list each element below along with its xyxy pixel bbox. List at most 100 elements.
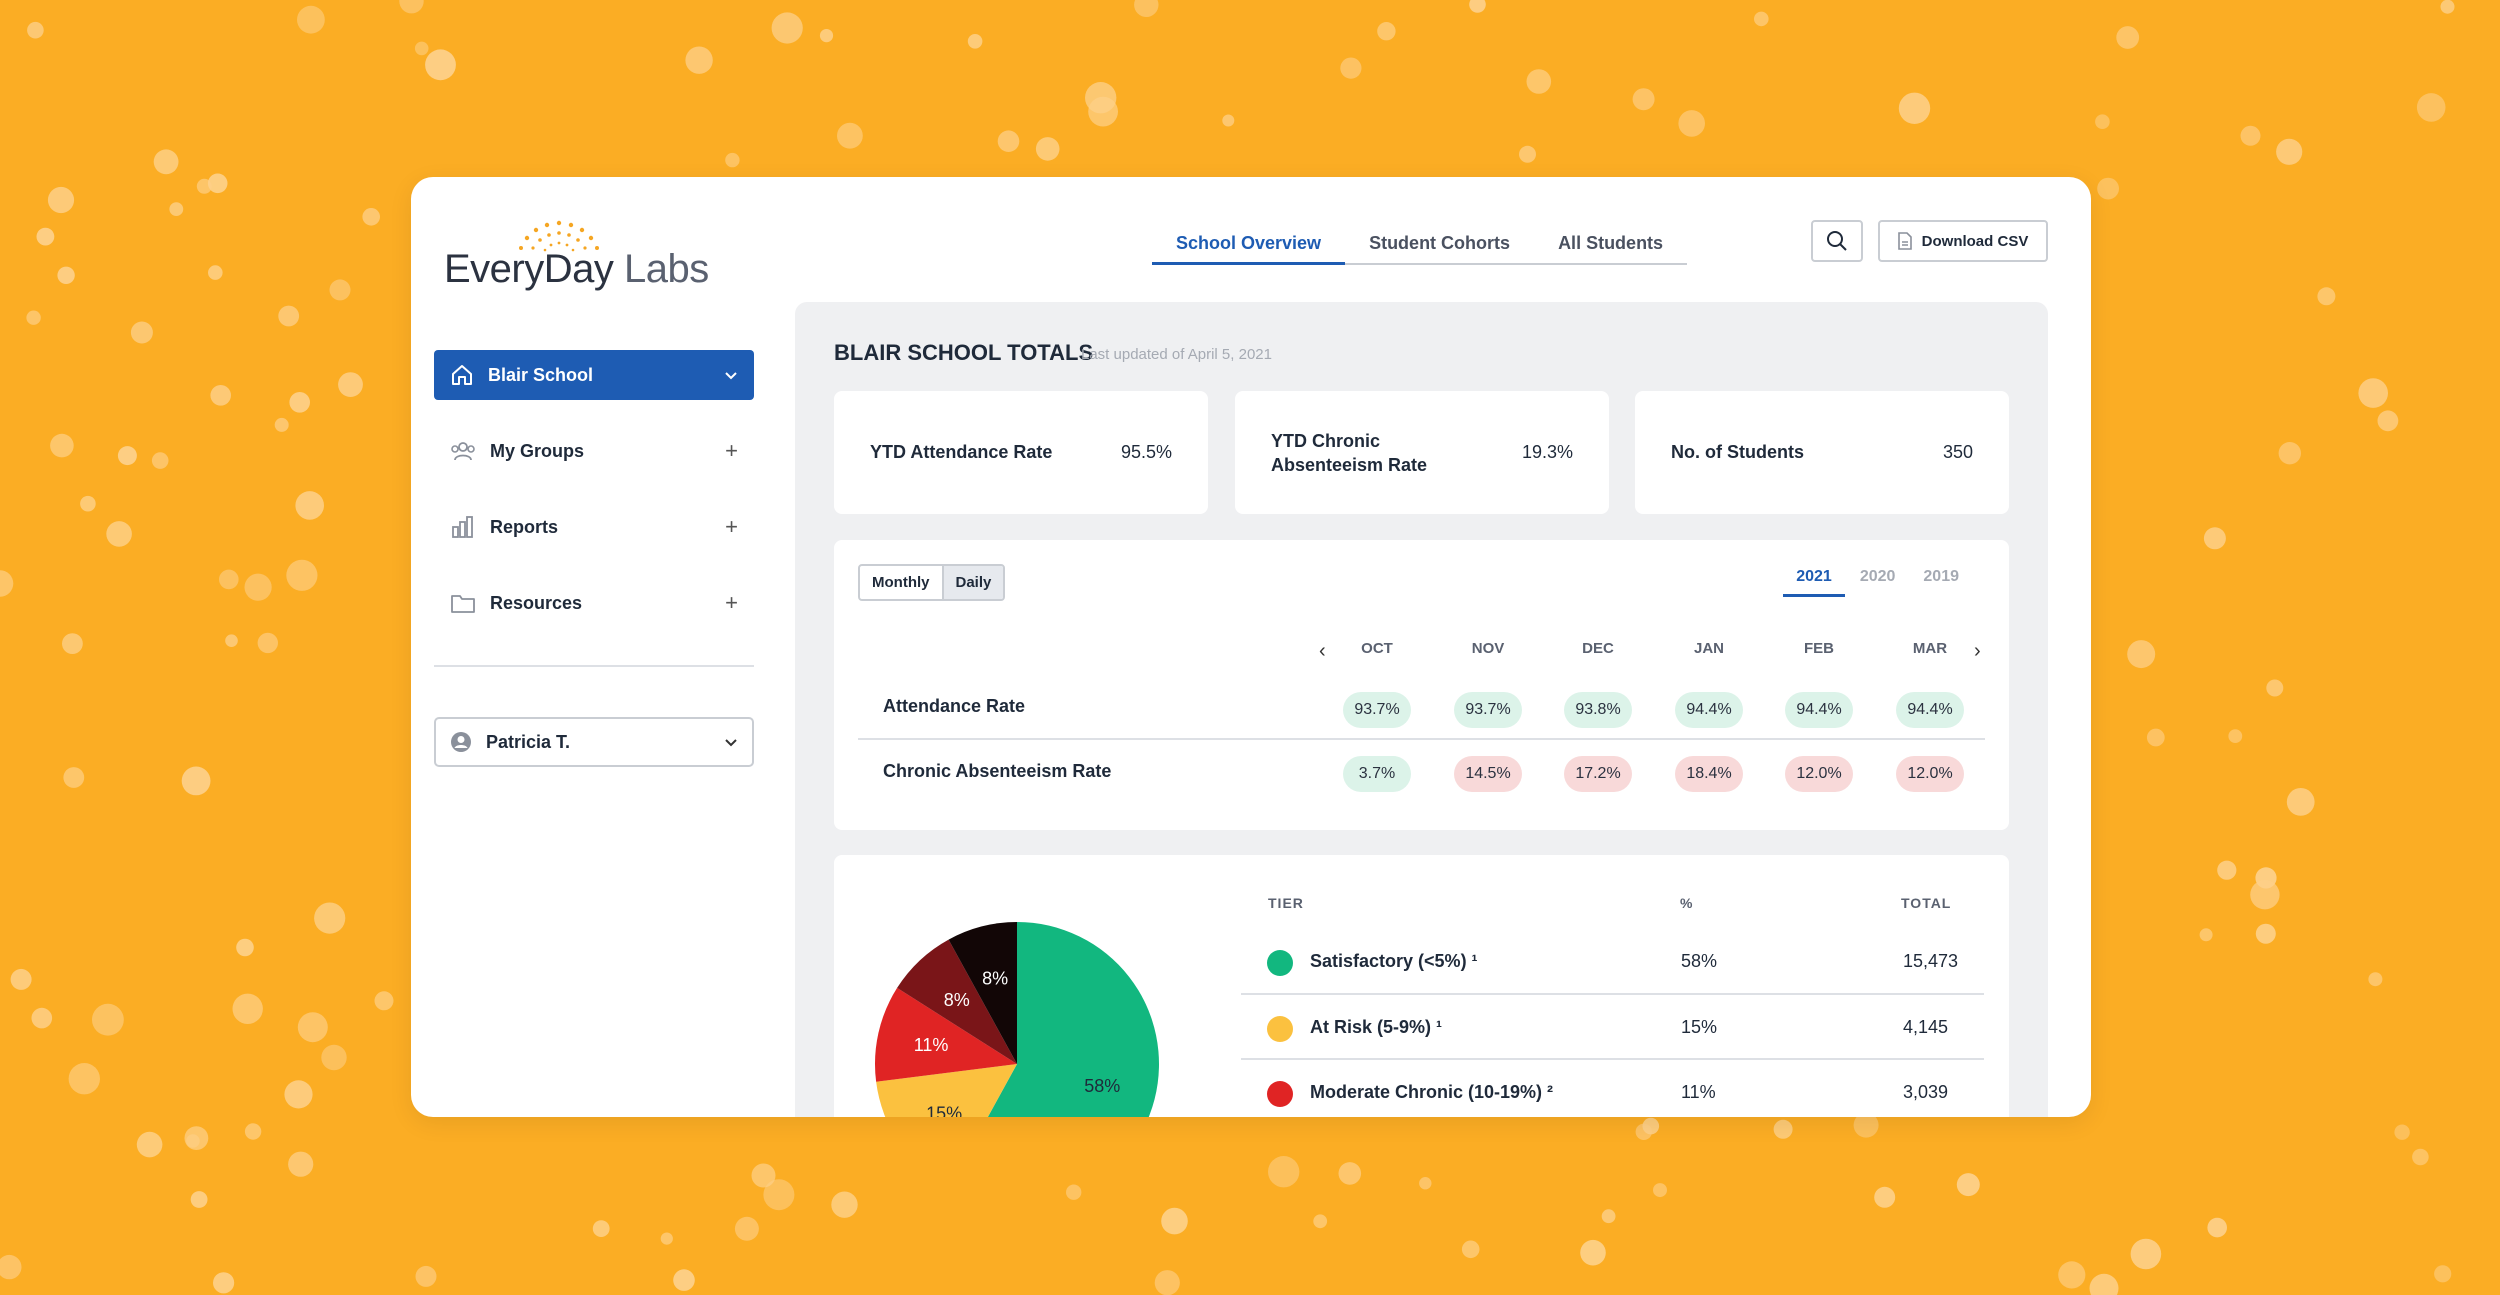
download-csv-label: Download CSV [1921, 232, 2029, 250]
table-row[interactable]: At Risk (5-9%) ¹ 15% 4,145 [1241, 993, 1984, 1057]
col-header-pct: % [1680, 895, 1694, 911]
kpi-value: 19.3% [1521, 442, 1573, 462]
col-header-total: TOTAL [1901, 895, 1952, 911]
col-header-tier: TIER [1268, 895, 1304, 911]
pie-slice-label: 8% [982, 969, 1008, 989]
user-name: Patricia T. [486, 731, 571, 752]
rate-pill: 93.7% [1454, 692, 1522, 728]
year-tab-2020[interactable]: 2020 [1859, 568, 1896, 585]
rate-pill: 94.4% [1896, 692, 1964, 728]
row-divider [858, 738, 1985, 740]
kpi-label: No. of Students [1671, 442, 1804, 462]
logo-wordmark: EveryDay Labs [444, 247, 709, 291]
tier-name: At Risk (5-9%) ¹ [1310, 1017, 1443, 1037]
toggle-daily[interactable]: Daily [941, 566, 1004, 599]
tier-total: 4,145 [1903, 1017, 1949, 1037]
plus-icon: + [725, 590, 738, 615]
logo: EveryDay Labs [444, 215, 709, 295]
rate-pill: 12.0% [1896, 756, 1964, 792]
month-header: JAN [1693, 640, 1724, 657]
rate-pill: 12.0% [1785, 756, 1853, 792]
row-label-attendance: Attendance Rate [883, 696, 1026, 716]
sidebar-item-label: Resources [490, 592, 583, 613]
table-row[interactable]: Satisfactory (<5%) ¹ 58% 15,473 [1241, 929, 1984, 993]
kpi-card-students: No. of Students 350 [1635, 391, 2009, 514]
table-row[interactable]: Moderate Chronic (10-19%) ² 11% 3,039 [1241, 1058, 1984, 1117]
rate-pill: 14.5% [1454, 756, 1522, 792]
rate-pill: 18.4% [1675, 756, 1743, 792]
pie-slice [948, 922, 1017, 1064]
plus-icon: + [725, 438, 738, 463]
rate-pill: 94.4% [1785, 692, 1853, 728]
sidebar-item-resources[interactable]: Resources + [434, 578, 754, 628]
pie-slice [987, 922, 1159, 1117]
tier-color-dot [1267, 1081, 1293, 1107]
tier-name: Moderate Chronic (10-19%) ² [1310, 1082, 1554, 1102]
school-name: Blair School [488, 364, 594, 385]
pie-slice-label: 11% [914, 1035, 949, 1055]
tier-name: Satisfactory (<5%) ¹ [1310, 951, 1478, 971]
month-headers: OCT NOV DEC JAN FEB MAR [834, 640, 2009, 664]
toggle-monthly[interactable]: Monthly [872, 574, 930, 591]
kpi-card-attendance: YTD Attendance Rate 95.5% [834, 391, 1208, 514]
sidebar-item-my-groups[interactable]: My Groups + [434, 426, 754, 476]
year-tab-2021[interactable]: 2021 [1783, 568, 1845, 597]
bar-chart-icon [452, 516, 473, 538]
school-selector[interactable]: Blair School [434, 350, 754, 400]
main-panel: BLAIR SCHOOL TOTALS Last updated of Apri… [795, 302, 2048, 1117]
trend-card: Monthly Daily 2021 2020 2019 ‹ › OCT NOV… [834, 540, 2009, 830]
chevron-left-icon[interactable]: ‹ [1319, 640, 1326, 662]
user-avatar-icon [451, 732, 471, 752]
page-title: BLAIR SCHOOL TOTALS [834, 340, 1094, 365]
users-icon [451, 442, 475, 461]
sidebar-divider [434, 665, 754, 667]
user-menu[interactable]: Patricia T. [434, 717, 754, 767]
sidebar-item-label: Reports [490, 516, 559, 537]
rate-pill: 93.8% [1564, 692, 1632, 728]
month-header: NOV [1471, 640, 1505, 657]
tier-pct: 11% [1681, 1082, 1716, 1102]
pie-slice [876, 1064, 1017, 1117]
tier-color-dot [1267, 1016, 1293, 1042]
app-window: EveryDay Labs Blair School My Groups + R… [411, 177, 2091, 1117]
tab-student-cohorts[interactable]: Student Cohorts [1369, 233, 1511, 253]
sidebar-item-label: My Groups [490, 440, 585, 461]
kpi-value: 350 [1942, 442, 1973, 462]
year-tab-2019[interactable]: 2019 [1923, 568, 1959, 585]
pie-slice [875, 987, 1017, 1082]
download-csv-button[interactable]: Download CSV [1878, 220, 2048, 262]
last-updated: Last updated of April 5, 2021 [1081, 346, 1272, 363]
month-header: OCT [1361, 640, 1393, 657]
rate-pill: 3.7% [1343, 756, 1411, 792]
month-header: DEC [1582, 640, 1614, 657]
tier-pct: 58% [1681, 951, 1718, 971]
year-tabs: 2021 2020 2019 [1783, 568, 1959, 597]
tier-total: 15,473 [1903, 951, 1959, 971]
search-button[interactable] [1811, 220, 1863, 262]
sunrise-logo-icon [519, 220, 599, 252]
sidebar-item-reports[interactable]: Reports + [434, 502, 754, 552]
pie-slice-label: 58% [1084, 1076, 1120, 1096]
tier-color-dot [1267, 950, 1293, 976]
rate-pill: 93.7% [1343, 692, 1411, 728]
plus-icon: + [725, 514, 738, 539]
rate-pill: 94.4% [1675, 692, 1743, 728]
nav-tabs: School Overview Student Cohorts All Stud… [1152, 225, 1688, 265]
chevron-right-icon[interactable]: › [1974, 640, 1981, 662]
search-icon [1827, 231, 1847, 251]
tier-pct: 15% [1681, 1017, 1718, 1037]
month-header: FEB [1804, 640, 1834, 657]
kpi-label: YTD Attendance Rate [870, 442, 1053, 462]
tab-all-students[interactable]: All Students [1558, 233, 1664, 253]
file-icon [1897, 232, 1912, 250]
tab-school-overview[interactable]: School Overview [1152, 225, 1346, 265]
pie-slice [897, 939, 1017, 1064]
tier-pie-chart: 58% 15% 11% 8% 8% [875, 922, 1159, 1117]
row-label-chronic: Chronic Absenteeism Rate [883, 761, 1112, 781]
chevron-down-icon [725, 739, 737, 747]
kpi-card-chronic: YTD Chronic Absenteeism Rate 19.3% [1235, 391, 1609, 514]
home-icon [452, 365, 472, 385]
pie-slice-label: 8% [944, 990, 970, 1010]
kpi-value: 95.5% [1120, 442, 1172, 462]
